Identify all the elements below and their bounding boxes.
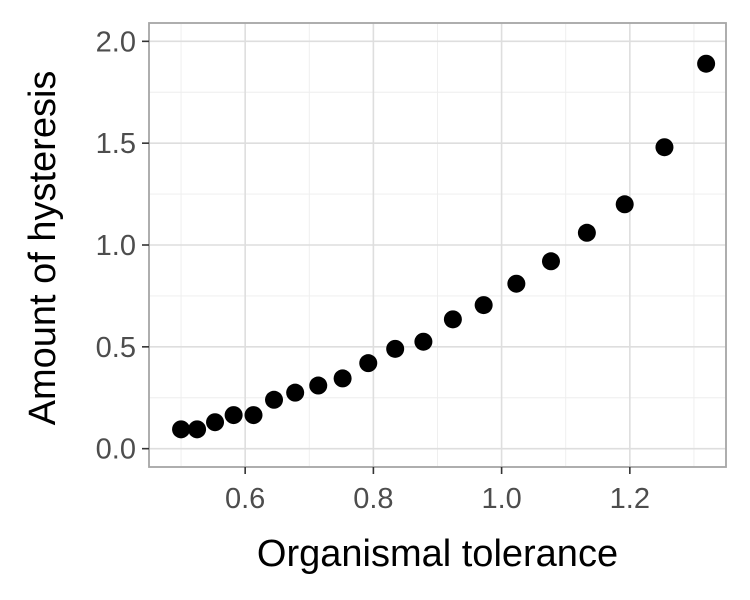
data-point [309, 376, 328, 395]
data-point [265, 390, 284, 409]
data-point [615, 195, 634, 214]
axis-ticks [142, 40, 631, 474]
data-points [172, 54, 716, 439]
data-point [507, 274, 526, 293]
x-axis-title: Organismal tolerance [257, 533, 618, 575]
data-point [414, 332, 433, 351]
data-point [333, 369, 352, 388]
y-tick-label: 2.0 [96, 26, 136, 58]
y-tick-label: 0.0 [96, 434, 136, 466]
data-point [541, 252, 560, 271]
data-point [244, 406, 263, 425]
y-axis-title: Amount of hysteresis [22, 71, 64, 426]
x-axis-tick-labels: 0.6 0.8 1.0 1.2 [225, 483, 650, 515]
data-point [443, 310, 462, 329]
data-point [224, 406, 243, 425]
data-point [286, 383, 305, 402]
data-point [655, 138, 674, 157]
y-axis-tick-labels: 0.0 0.5 1.0 1.5 2.0 [96, 26, 136, 465]
data-point [697, 54, 716, 73]
x-tick-label: 0.6 [225, 483, 265, 515]
x-tick-label: 1.0 [481, 483, 521, 515]
data-point [386, 339, 405, 358]
grid-lines [149, 23, 726, 467]
y-tick-label: 1.5 [96, 128, 136, 160]
data-point [172, 420, 191, 439]
x-tick-label: 1.2 [610, 483, 650, 515]
y-tick-label: 1.0 [96, 230, 136, 262]
y-tick-label: 0.5 [96, 332, 136, 364]
data-point [206, 413, 225, 432]
data-point [188, 420, 207, 439]
data-point [577, 223, 596, 242]
data-point [474, 296, 493, 315]
x-tick-label: 0.8 [353, 483, 393, 515]
data-point [359, 354, 378, 373]
